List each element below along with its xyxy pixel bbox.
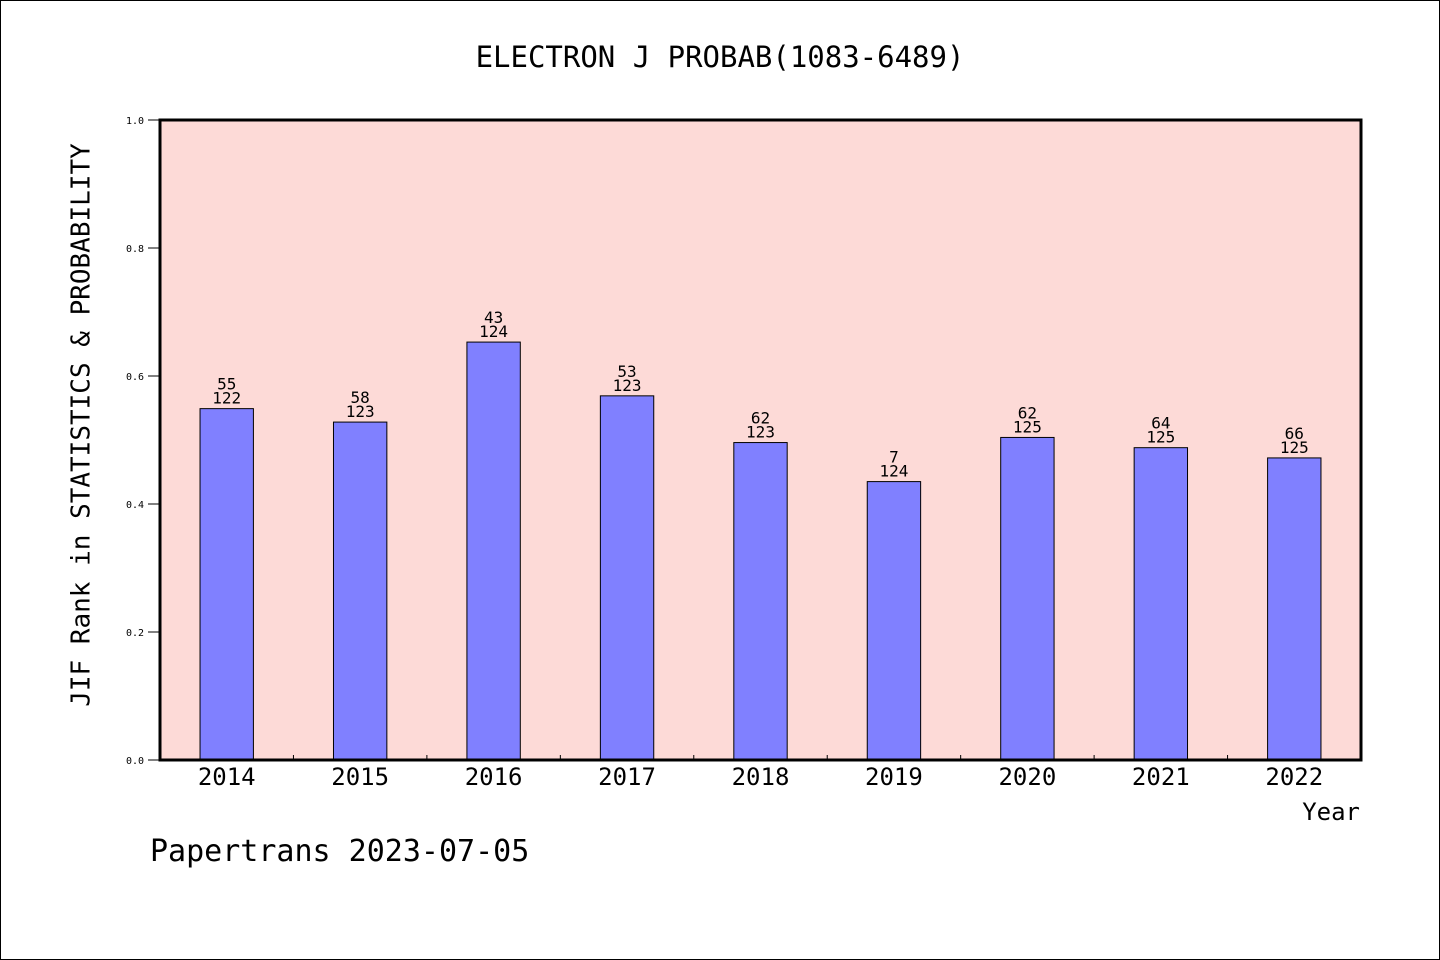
- bar: [466, 341, 521, 761]
- y-tick-label: 0.0: [126, 756, 144, 767]
- y-axis-label: JIF Rank in STATISTICS & PROBABILITY: [67, 143, 97, 707]
- x-tick-label: 2021: [1132, 763, 1190, 791]
- bar-rank-label: 66: [1285, 424, 1304, 443]
- plot-border: [158, 118, 1363, 762]
- bar-total-label: 124: [479, 322, 508, 341]
- bar-total-label: 125: [1146, 428, 1175, 447]
- bar: [733, 442, 788, 761]
- bar: [1000, 436, 1055, 761]
- y-tick-label: 0.2: [126, 628, 144, 639]
- bar: [199, 408, 254, 761]
- bar: [599, 395, 655, 761]
- y-axis: 0.0 0.2 0.4 0.6 0.8 1.0: [126, 116, 160, 767]
- bar-total-label: 124: [879, 462, 908, 481]
- bar-rank-label: 58: [351, 388, 370, 407]
- bar: [332, 421, 388, 761]
- bar: [1267, 457, 1322, 761]
- y-tick-label: 0.8: [126, 244, 144, 255]
- bar-rank-label: 7: [889, 448, 899, 467]
- bar-rank-label: 62: [1018, 403, 1037, 422]
- footer-text: Papertrans 2023-07-05: [150, 834, 530, 869]
- bar-total-label: 123: [746, 423, 775, 442]
- bars: [199, 341, 1322, 761]
- y-tick-label: 0.4: [126, 500, 144, 511]
- x-tick-label: 2019: [865, 763, 923, 791]
- bar-total-label: 125: [1013, 417, 1042, 436]
- x-tick-label: 2018: [732, 763, 790, 791]
- x-tick-label: 2017: [598, 763, 656, 791]
- x-axis: 2014 2015 2016 2017 2018 2019 2020 2021 2022: [198, 755, 1323, 791]
- bar: [866, 481, 922, 761]
- x-tick-label: 2022: [1265, 763, 1323, 791]
- x-tick-label: 2016: [465, 763, 523, 791]
- bar-total-label: 123: [613, 376, 642, 395]
- bar-rank-label: 64: [1151, 414, 1170, 433]
- bar-total-label: 123: [346, 402, 375, 421]
- bar-total-label: 122: [212, 389, 241, 408]
- bar: [1133, 447, 1189, 761]
- y-tick-label: 1.0: [126, 116, 144, 127]
- bar-rank-label: 53: [617, 362, 636, 381]
- bar-total-label: 125: [1280, 438, 1309, 457]
- y-tick-label: 0.6: [126, 372, 144, 383]
- x-axis-label: Year: [1302, 798, 1360, 826]
- bar-rank-label: 62: [751, 409, 770, 428]
- bar-rank-label: 43: [484, 308, 503, 327]
- chart-title: ELECTRON J PROBAB(1083-6489): [476, 40, 965, 74]
- x-tick-label: 2014: [198, 763, 256, 791]
- x-tick-label: 2020: [998, 763, 1056, 791]
- x-tick-label: 2015: [331, 763, 389, 791]
- bar-rank-label: 55: [217, 375, 236, 394]
